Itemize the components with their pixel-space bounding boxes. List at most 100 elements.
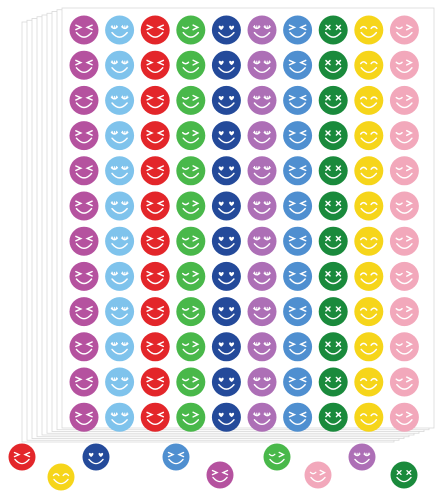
sticker-disc bbox=[283, 402, 313, 432]
sticker-mouth bbox=[324, 278, 342, 285]
sticker-disc bbox=[140, 367, 170, 397]
sticker-disc bbox=[354, 15, 384, 45]
sticker-eyes bbox=[218, 95, 235, 101]
sticker bbox=[354, 226, 384, 256]
sticker bbox=[105, 226, 135, 256]
sticker-mouth bbox=[360, 172, 378, 179]
sticker-eyes bbox=[218, 131, 235, 136]
sticker-eyes bbox=[110, 412, 129, 417]
sticker-disc bbox=[247, 156, 277, 186]
sticker-eyes bbox=[395, 165, 413, 172]
sticker-eyes bbox=[146, 235, 165, 242]
sticker-mouth bbox=[146, 31, 164, 38]
sticker-disc bbox=[69, 191, 99, 221]
sticker bbox=[105, 85, 135, 115]
sticker-eyes bbox=[253, 306, 271, 311]
sticker-disc bbox=[176, 297, 206, 327]
sticker bbox=[389, 191, 419, 221]
sticker bbox=[318, 226, 348, 256]
sticker-mouth bbox=[182, 313, 200, 320]
sticker-disc bbox=[69, 156, 99, 186]
sticker-disc bbox=[390, 461, 418, 489]
sticker-eyes bbox=[146, 94, 165, 101]
sticker-disc bbox=[354, 50, 384, 80]
sticker-eyes bbox=[88, 452, 104, 457]
sticker-eyes bbox=[325, 24, 342, 31]
sticker-disc bbox=[211, 85, 241, 115]
sticker bbox=[176, 367, 206, 397]
sticker-eyes bbox=[395, 411, 413, 418]
sticker-eyes bbox=[253, 412, 271, 417]
sticker bbox=[283, 156, 313, 186]
sticker-disc bbox=[69, 261, 99, 291]
sticker-mouth bbox=[324, 31, 342, 38]
sticker bbox=[105, 15, 135, 45]
sticker-disc bbox=[105, 85, 135, 115]
sticker-disc bbox=[176, 191, 206, 221]
sticker-eyes bbox=[13, 451, 31, 458]
sticker-disc bbox=[176, 121, 206, 151]
sticker bbox=[140, 297, 170, 327]
sticker-eyes bbox=[288, 341, 307, 348]
sticker-eyes bbox=[325, 411, 342, 418]
sticker bbox=[354, 156, 384, 186]
sticker-disc bbox=[318, 121, 348, 151]
sticker bbox=[318, 15, 348, 45]
sticker-disc bbox=[247, 50, 277, 80]
sticker-mouth bbox=[75, 31, 93, 38]
sticker-disc bbox=[283, 332, 313, 362]
sticker bbox=[176, 15, 206, 45]
sticker-eyes bbox=[146, 130, 165, 136]
sticker-mouth bbox=[360, 137, 378, 144]
sticker-mouth bbox=[218, 207, 235, 214]
sticker bbox=[354, 261, 384, 291]
sticker bbox=[176, 332, 206, 362]
sticker-disc bbox=[247, 332, 277, 362]
sticker bbox=[247, 367, 277, 397]
sticker bbox=[69, 121, 99, 151]
sticker-mouth bbox=[218, 278, 235, 285]
sticker-disc bbox=[140, 261, 170, 291]
sticker bbox=[247, 15, 277, 45]
sticker-disc bbox=[283, 226, 313, 256]
sticker-disc bbox=[69, 121, 99, 151]
sticker-mouth bbox=[354, 458, 370, 465]
sticker bbox=[318, 402, 348, 432]
sticker-disc bbox=[140, 50, 170, 80]
sticker bbox=[69, 15, 99, 45]
sticker-mouth bbox=[53, 478, 69, 485]
sticker-mouth bbox=[75, 207, 93, 214]
sticker-eyes bbox=[181, 165, 200, 172]
sticker-eyes bbox=[268, 451, 285, 458]
sticker bbox=[211, 226, 241, 256]
sticker bbox=[105, 191, 135, 221]
sticker-eyes bbox=[75, 165, 93, 172]
sticker-mouth bbox=[111, 137, 128, 144]
sticker-eyes bbox=[395, 270, 413, 277]
sticker bbox=[354, 367, 384, 397]
sticker-mouth bbox=[289, 278, 306, 285]
sticker bbox=[211, 261, 241, 291]
sticker-eyes bbox=[75, 270, 93, 277]
sticker-eyes bbox=[181, 200, 200, 207]
sticker bbox=[69, 50, 99, 80]
sticker-disc bbox=[318, 191, 348, 221]
sticker-mouth bbox=[289, 31, 306, 38]
sticker-disc bbox=[211, 367, 241, 397]
sticker-mouth bbox=[146, 243, 164, 250]
sticker-eyes bbox=[288, 59, 307, 66]
sticker-mouth bbox=[14, 458, 30, 465]
sticker-disc bbox=[389, 121, 419, 151]
sticker-mouth bbox=[289, 137, 306, 144]
sticker-mouth bbox=[146, 278, 164, 285]
sticker-disc bbox=[283, 261, 313, 291]
sticker-mouth bbox=[218, 31, 235, 38]
sticker-mouth bbox=[324, 383, 342, 390]
sticker bbox=[318, 85, 348, 115]
sticker bbox=[140, 121, 170, 151]
sticker bbox=[318, 121, 348, 151]
sticker-eyes bbox=[309, 469, 326, 476]
sticker-eyes bbox=[110, 341, 129, 346]
sticker-mouth bbox=[396, 278, 413, 285]
sticker-eyes bbox=[110, 271, 129, 276]
